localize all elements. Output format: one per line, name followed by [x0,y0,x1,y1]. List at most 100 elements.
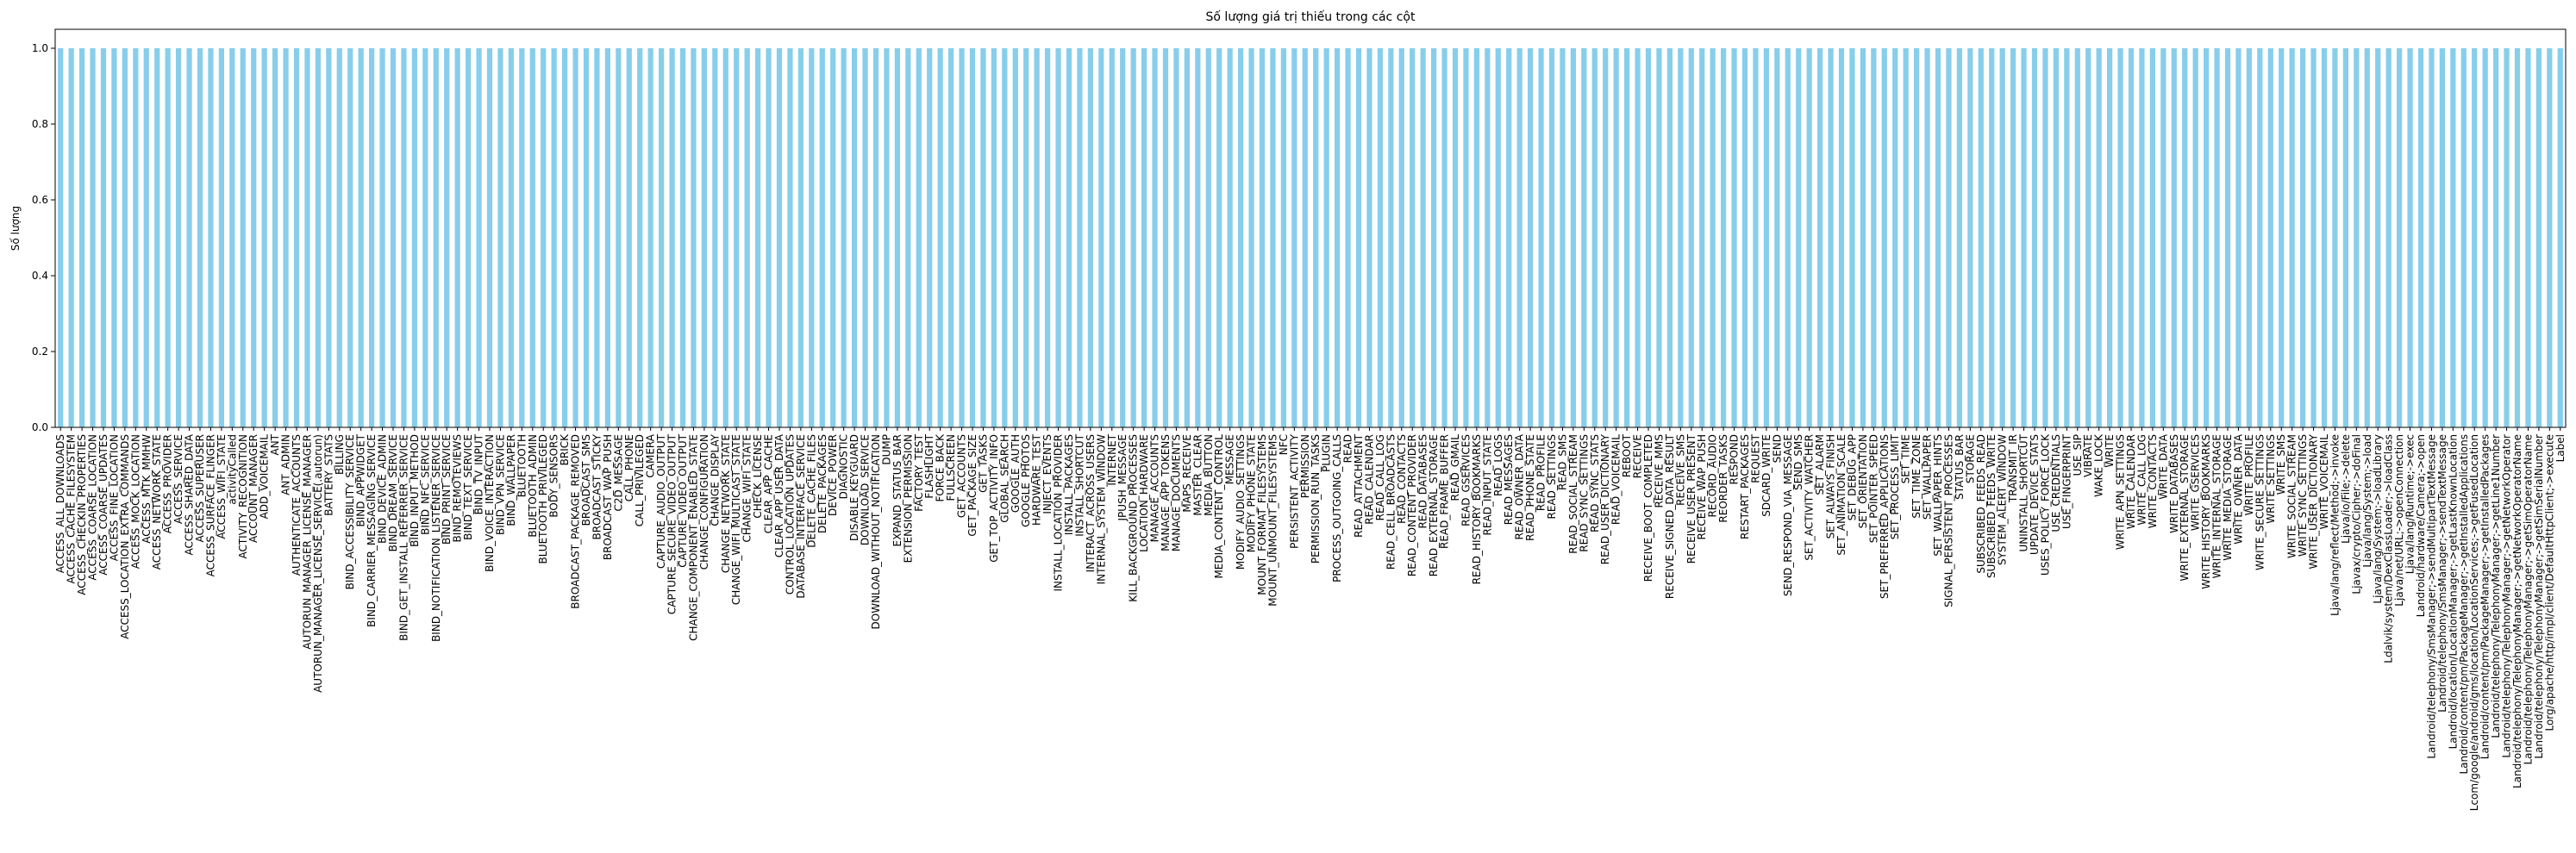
x-tick-label: GET_ACCOUNTS [956,434,968,518]
x-tick-label: PROCESS_OUTGOING_CALLS [1331,434,1343,582]
x-tick-label: SET_ALWAYS_FINISH [1825,434,1837,539]
bar [1077,48,1083,427]
bar [1699,48,1705,427]
x-tick-label: AUTORUN_MANAGER_LICENSE_MANAGER [301,434,313,650]
bar [659,48,665,427]
x-tick-label: CAPTURE_VIDEO_OUTPUT [677,433,689,567]
x-tick-label: DOWNLOAD_SERVICE [860,434,872,545]
bar [454,48,460,427]
x-tick-label: MANAGE_ACCOUNTS [1149,434,1161,542]
x-tick-label: WRITE [2104,434,2116,468]
bar [497,48,503,427]
x-tick-label: USE_SIP [2072,434,2084,476]
bar [1849,48,1855,427]
x-tick-label: REORDER_TASKS [1717,434,1729,523]
bar [1152,48,1158,427]
bar [2385,48,2392,427]
x-tick-label: RECEIVE_WAP_PUSH [1696,434,1708,540]
bar [197,48,203,427]
x-tick-label: USES_POLICY_FORCE_LOCK [2039,433,2051,576]
x-tick-label: READ_OWNER_DATA [1514,433,1526,539]
x-tick-label: WRITE_SOCIAL_STREAM [2286,434,2298,558]
bar [390,48,397,427]
x-tick-label: CAPTURE_AUDIO_OUTPUT [655,433,667,569]
x-tick-label: DOWNLOAD_WITHOUT_NOTIFICATION [870,434,882,629]
x-tick-label: GOOGLE_AUTH [1010,434,1022,513]
bar [1710,48,1716,427]
bar [1034,48,1040,427]
bar [1120,48,1126,427]
bar [626,48,632,427]
y-tick-label: 0.2 [32,346,48,358]
x-tick-label: SET_PREFERRED_APPLICATIONS [1879,434,1891,599]
bar [830,48,836,427]
bar [315,48,321,427]
bar [1548,48,1555,427]
bar [1388,48,1394,427]
bar [1195,48,1201,427]
x-tick-label: CHANGE_CONFIGURATION [698,434,710,570]
x-tick-label: GET_TOP_ACTIVITY_INFO [988,434,1000,563]
x-tick-label: Landroid/content/pm/PackageManager;->get… [2479,434,2492,759]
y-tick-label: 0.4 [32,270,48,282]
bar [1495,48,1501,427]
x-tick-label: CHANGE_WIFI_STATE [741,434,753,543]
x-tick-label: ACCESS_CHECKIN_PROPERTIES [76,434,88,595]
bar [1753,48,1759,427]
x-tick-label: BIND_PRINT_SERVICE [441,434,453,545]
bar [1570,48,1576,427]
x-tick-label: MOUNT_FORMAT_FILESYSTEMS [1256,434,1268,595]
bar [1270,48,1276,427]
x-tick-label: BIND_TV_INPUT [473,433,485,514]
x-tick-label: Ljavax/crypto/Cipher;->doFinal [2350,434,2362,595]
bar [508,48,514,427]
x-tick-label: WRITE_HISTORY_BOOKMARKS [2200,434,2212,589]
bar [79,48,85,427]
bar [852,48,858,427]
bar [1066,48,1072,427]
x-tick-label: CLEAR_APP_USER_DATA [773,433,785,557]
bar [369,48,375,427]
bar [1946,48,1952,427]
bar [1355,48,1362,427]
bar [1345,48,1351,427]
bar [980,48,986,427]
bar [251,48,257,427]
x-tick-label: SET_TIME_ZONE [1910,434,1923,519]
x-tick-label: VIBRATE [2082,434,2094,477]
plot-frame [54,28,2567,428]
bar [1055,48,1061,427]
x-tick-label: RECEIVE_SMS [1674,434,1686,506]
x-tick-label: BIND_WALLPAPER [505,434,517,526]
bar [2364,48,2370,427]
x-tick-label: MANAGE_APP_TOKENS [1160,434,1172,551]
bar [1441,48,1447,427]
bar [1023,48,1029,427]
bar [283,48,289,427]
x-tick-label: SET_ALARM [1814,434,1826,495]
x-tick-label: BIND_INPUT_METHOD [409,434,421,547]
bar [1603,48,1609,427]
bar [1141,48,1147,427]
x-tick-label: BLUETOOTH_PRIVILEGED [537,434,549,564]
bar [476,48,482,427]
bar [1452,48,1459,427]
bar [111,48,117,427]
x-tick-label: REBOOT [1621,433,1633,477]
bar [304,48,310,427]
bar [2547,48,2553,427]
x-tick-label: SET_POINTER_SPEED [1867,434,1879,543]
bar [1774,48,1780,427]
bar [358,48,364,427]
x-tick-label: INSTALL_PACKAGES [1063,434,1075,535]
x-tick-label: SDCARD_WRITE [1760,434,1773,517]
x-tick-label: DEVICE_POWER [827,434,839,516]
x-tick-label: UNINSTALL_SHORTCUT [2018,433,2030,551]
bar [2397,48,2403,427]
x-tick-label: CHECK_LICENSE [752,434,764,519]
bar [2375,48,2381,427]
bar [1238,48,1244,427]
x-tick-label: SIGNAL_PERSISTENT_PROCESSES [1942,434,1954,607]
y-axis-ticks: 0.0 0.2 0.4 0.6 0.8 1.0 [32,42,55,433]
x-tick-label: DELETE_PACKAGES [816,434,828,533]
